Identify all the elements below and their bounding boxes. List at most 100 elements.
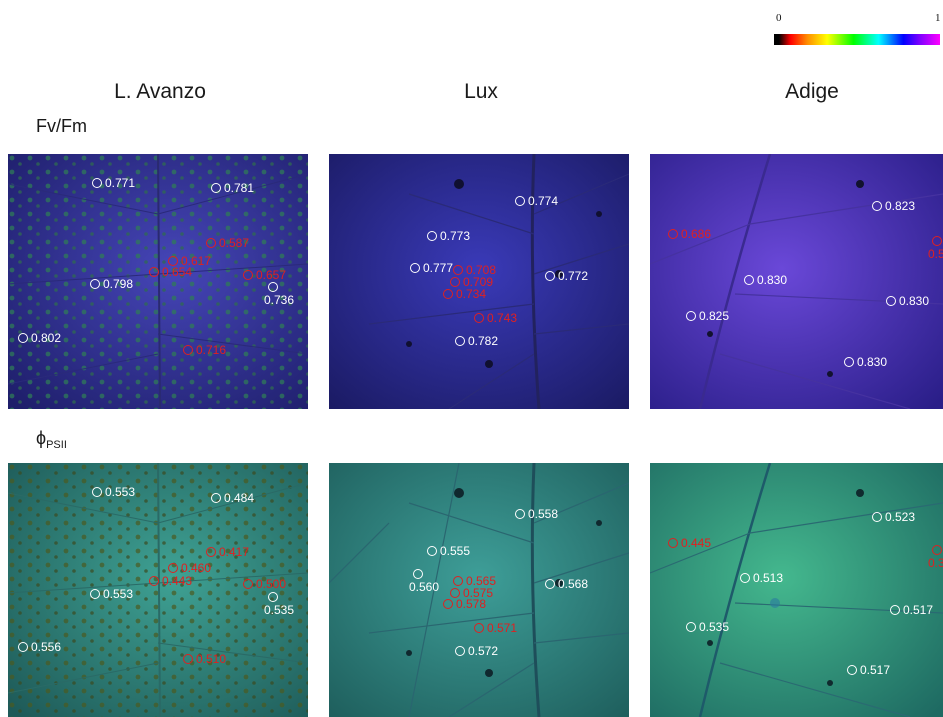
marker-circle-icon <box>744 275 754 285</box>
marker-value: 0.565 <box>466 574 497 588</box>
marker-value: 0.709 <box>463 275 494 289</box>
marker-value: 0.736 <box>264 293 295 307</box>
phi-panel-adige: 0.445 0.523 0.38 0.513 0.517 0.535 0.517 <box>650 463 943 717</box>
marker-value: 0.830 <box>757 273 788 287</box>
marker-label: 0.484 <box>211 491 254 505</box>
marker-circle-icon <box>92 487 102 497</box>
marker-label: 0.774 <box>515 194 558 208</box>
marker-circle-icon <box>455 646 465 656</box>
marker-circle-icon <box>872 512 882 522</box>
marker-value: 0.734 <box>456 287 487 301</box>
marker-circle-icon <box>450 588 460 598</box>
marker-label: 0.460 <box>168 561 211 575</box>
marker-circle-icon <box>886 296 896 306</box>
leaf-image-fvfm-l-avanzo <box>8 154 308 409</box>
marker-label: 0.558 <box>515 507 558 521</box>
marker-value: 0.798 <box>103 277 134 291</box>
marker-value: 0.523 <box>885 510 916 524</box>
phi-panel-l-avanzo: 0.553 0.484 0.417 0.460 0.443 0.500 0.55… <box>8 463 308 717</box>
marker-label: 0.782 <box>455 334 498 348</box>
marker-value: 0.708 <box>466 263 497 277</box>
marker-circle-icon <box>168 256 178 266</box>
marker-label: 0.565 <box>453 574 496 588</box>
marker-value: 0.38 <box>928 556 943 570</box>
marker-label: 0.513 <box>740 571 783 585</box>
marker-value: 0.830 <box>857 355 888 369</box>
marker-circle-icon <box>427 546 437 556</box>
marker-label: 0.830 <box>886 294 929 308</box>
marker-label: 0.568 <box>545 577 588 591</box>
marker-label: 0.657 <box>243 268 286 282</box>
marker-label: 0.553 <box>90 587 133 601</box>
marker-circle-icon <box>686 311 696 321</box>
row-title-phi-psii: ϕPSII <box>36 428 67 451</box>
marker-circle-icon <box>453 265 463 275</box>
marker-circle-icon <box>427 231 437 241</box>
marker-label: 0.654 <box>149 265 192 279</box>
marker-value: 0.830 <box>899 294 930 308</box>
colorbar-max-label: 1 <box>935 12 941 24</box>
marker-circle-icon <box>243 579 253 589</box>
marker-circle-icon <box>149 267 159 277</box>
leaf-image-fvfm-adige <box>650 154 943 409</box>
marker-circle-icon <box>515 196 525 206</box>
marker-label: 0.830 <box>744 273 787 287</box>
marker-label: 0.575 <box>450 586 493 600</box>
marker-label: 0.743 <box>474 311 517 325</box>
leaf-image-phi-lux <box>329 463 629 717</box>
marker-value: 0.772 <box>558 269 589 283</box>
marker-label: 0.802 <box>18 331 61 345</box>
marker-circle-icon <box>450 277 460 287</box>
column-title-l-avanzo: L. Avanzo <box>114 80 206 103</box>
fvfm-panel-lux: 0.774 0.773 0.777 0.708 0.709 0.734 0.77… <box>329 154 629 409</box>
marker-label: 0.510 <box>183 652 226 666</box>
marker-value: 0.777 <box>423 261 454 275</box>
marker-value: 0.743 <box>487 311 518 325</box>
marker-circle-icon <box>168 563 178 573</box>
colorbar-gradient <box>774 34 940 45</box>
marker-label: 0.578 <box>443 597 486 611</box>
marker-value: 0.716 <box>196 343 227 357</box>
marker-circle-icon <box>211 183 221 193</box>
marker-label: 0.572 <box>455 644 498 658</box>
marker-value: 0.657 <box>256 268 287 282</box>
marker-value: 0.572 <box>468 644 499 658</box>
marker-circle-icon <box>90 279 100 289</box>
marker-label: 0.445 <box>668 536 711 550</box>
marker-circle-icon <box>545 271 555 281</box>
marker-value: 0.654 <box>162 265 193 279</box>
marker-circle-icon <box>413 569 423 579</box>
marker-label: 0.781 <box>211 181 254 195</box>
marker-label: 0.535 <box>264 592 294 617</box>
leaf-image-phi-l-avanzo <box>8 463 308 717</box>
marker-label: 0.709 <box>450 275 493 289</box>
marker-circle-icon <box>474 313 484 323</box>
marker-circle-icon <box>92 178 102 188</box>
marker-circle-icon <box>18 333 28 343</box>
marker-label: 0.734 <box>443 287 486 301</box>
marker-label: 0.555 <box>427 544 470 558</box>
marker-label: 0.587 <box>206 236 249 250</box>
marker-label: 0.823 <box>872 199 915 213</box>
leaf-image-fvfm-lux <box>329 154 629 409</box>
marker-circle-icon <box>206 547 216 557</box>
column-title-lux: Lux <box>464 80 498 103</box>
marker-value: 0.575 <box>463 586 494 600</box>
marker-circle-icon <box>844 357 854 367</box>
marker-circle-icon <box>872 201 882 211</box>
marker-value: 0.558 <box>528 507 559 521</box>
marker-label: 0.38 <box>928 545 943 570</box>
marker-circle-icon <box>932 545 942 555</box>
marker-value: 0.587 <box>219 236 250 250</box>
marker-label: 0.535 <box>686 620 729 634</box>
marker-value: 0.445 <box>681 536 712 550</box>
marker-circle-icon <box>890 605 900 615</box>
marker-label: 0.777 <box>410 261 453 275</box>
marker-value: 0.484 <box>224 491 255 505</box>
marker-label: 0.686 <box>668 227 711 241</box>
marker-value: 0.825 <box>699 309 730 323</box>
marker-value: 0.556 <box>31 640 62 654</box>
marker-circle-icon <box>18 642 28 652</box>
marker-circle-icon <box>243 270 253 280</box>
marker-circle-icon <box>443 289 453 299</box>
